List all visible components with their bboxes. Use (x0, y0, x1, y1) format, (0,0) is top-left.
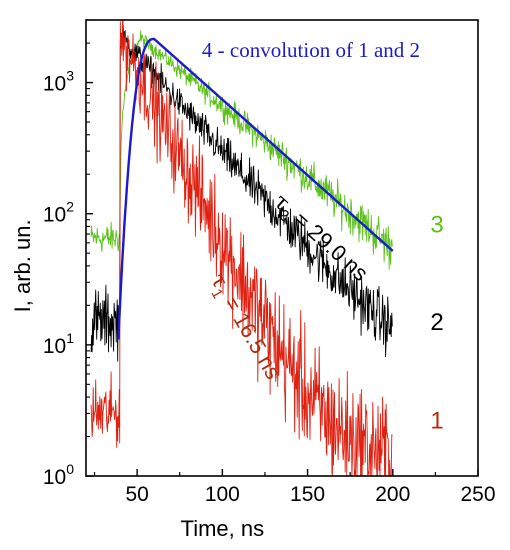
y-axis-ticks: 100 101 102 103 (43, 19, 93, 489)
y-axis-label: I, arb. un. (10, 219, 35, 312)
curves-layer (90, 20, 394, 476)
x-tick-label: 250 (460, 483, 495, 506)
x-tick-label: 100 (205, 483, 240, 506)
x-tick-label: 50 (125, 483, 148, 506)
curve-2-label: 2 (430, 309, 443, 336)
y-tick-label: 103 (43, 68, 74, 96)
curve-1-line (90, 20, 393, 476)
y-tick-label: 102 (43, 199, 74, 227)
x-tick-label: 200 (375, 483, 410, 506)
y-tick-label: 101 (43, 330, 74, 358)
x-axis-label: Time, ns (181, 516, 265, 541)
y-tick-label: 100 (43, 461, 74, 489)
chart-title: 4 - convolution of 1 and 2 (202, 38, 420, 62)
curve-2-line (90, 25, 393, 362)
curve-1-label: 1 (430, 408, 443, 435)
plot-frame (85, 19, 479, 477)
x-tick-label: 150 (290, 483, 325, 506)
curve-3-label: 3 (430, 211, 443, 238)
curve-4-line (117, 37, 394, 340)
series-labels: 3 2 1 (430, 211, 443, 434)
x-axis-ticks: 50 100 150 200 250 (93, 469, 496, 506)
curve-3-line (90, 30, 393, 270)
